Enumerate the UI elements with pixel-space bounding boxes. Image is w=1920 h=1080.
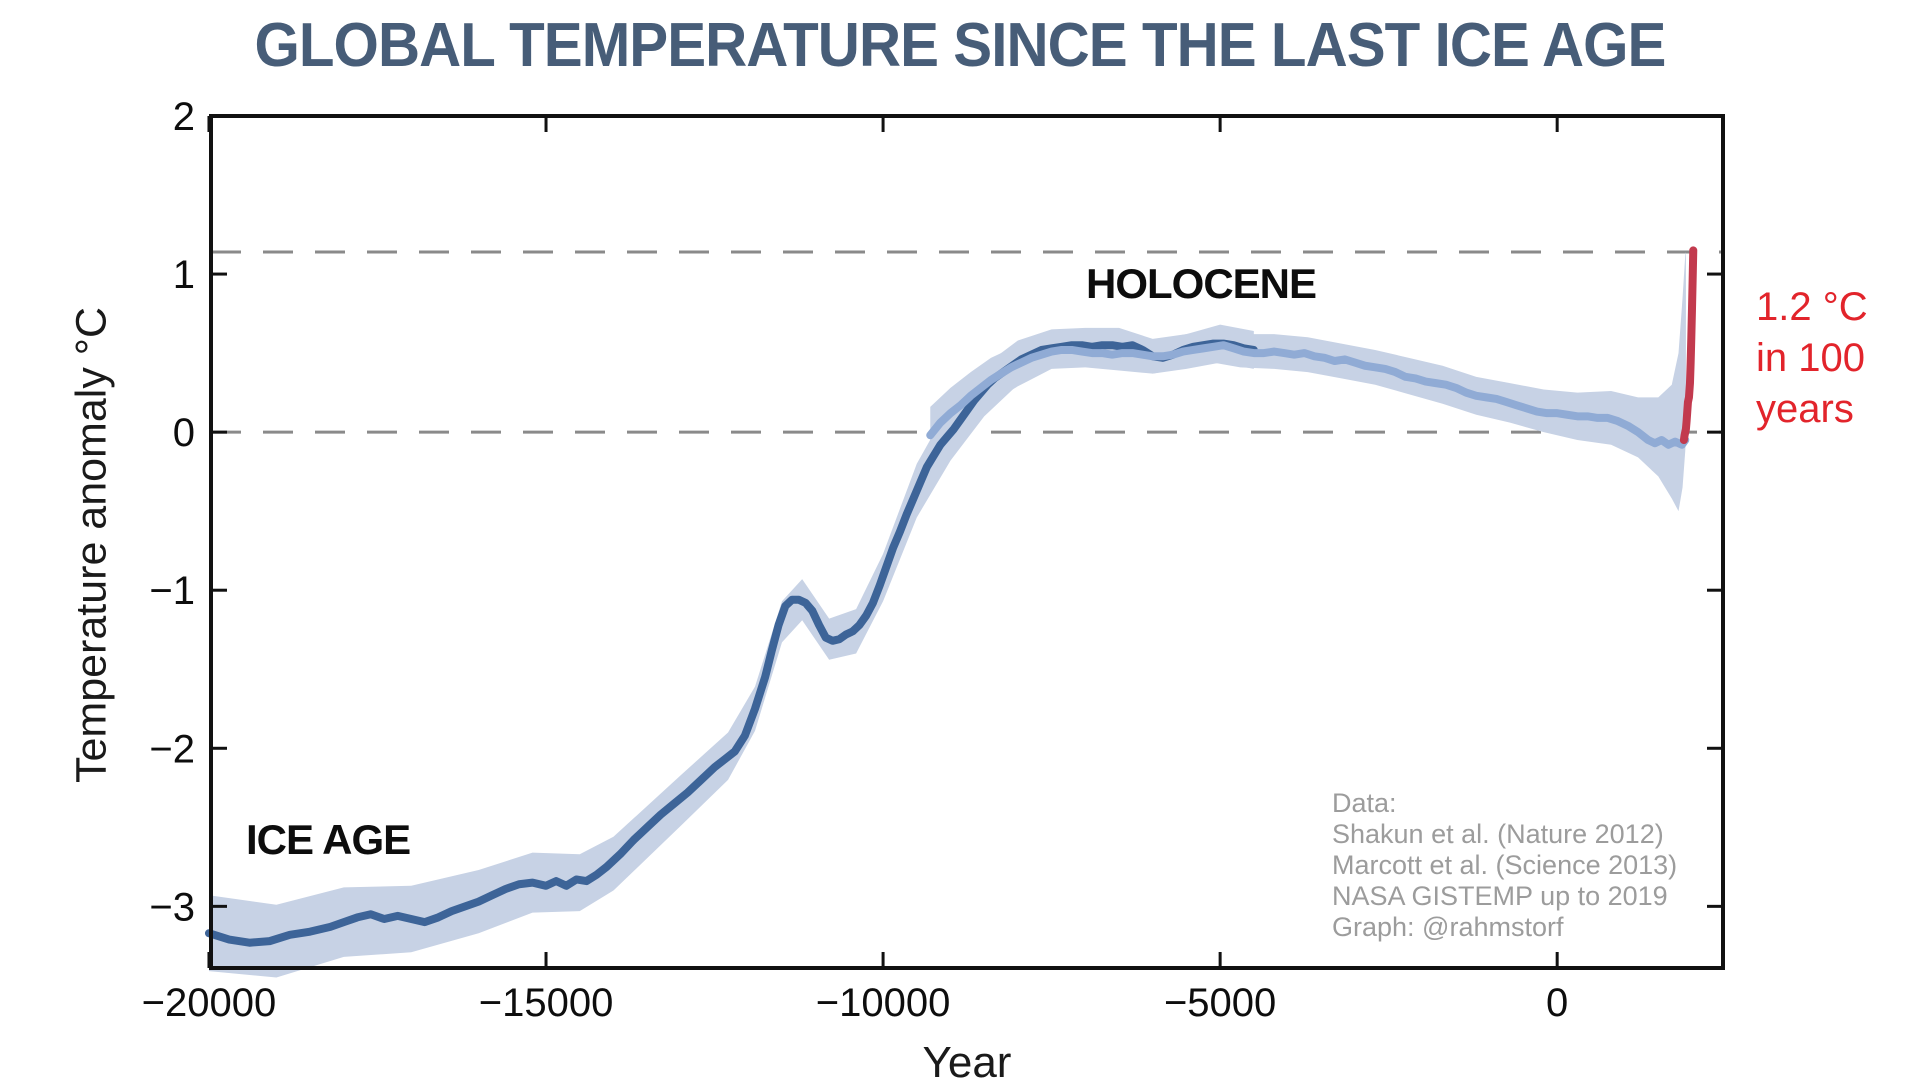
- warming-rate-line-2: in 100: [1756, 336, 1865, 380]
- x-tick-label: −15000: [479, 981, 614, 1025]
- y-tick-label: −3: [149, 885, 195, 929]
- credits-line-gistemp: NASA GISTEMP up to 2019: [1332, 881, 1668, 911]
- x-tick-label: −20000: [142, 981, 277, 1025]
- shakun-uncertainty-band: [208, 324, 1254, 978]
- warming-rate-annotation: 1.2 °C in 100 years: [1756, 282, 1868, 435]
- x-tick-label: −5000: [1164, 981, 1276, 1025]
- series-line-2: [1679, 246, 1698, 445]
- ice-age-annotation: ICE AGE: [246, 816, 411, 863]
- x-tick-label: −10000: [816, 981, 951, 1025]
- y-tick-label: 1: [173, 253, 195, 297]
- credits-line-data: Data:: [1332, 788, 1397, 818]
- warming-rate-line-3: years: [1756, 387, 1854, 431]
- y-tick-label: −1: [149, 569, 195, 613]
- y-tick-label: 2: [173, 95, 195, 139]
- y-tick-label: −2: [149, 727, 195, 771]
- x-axis-label: Year: [922, 1038, 1012, 1080]
- credits-line-marcott: Marcott et al. (Science 2013): [1332, 850, 1678, 880]
- data-credits: Data: Shakun et al. (Nature 2012) Marcot…: [1332, 788, 1677, 943]
- warming-rate-line-1: 1.2 °C: [1756, 285, 1868, 329]
- credits-line-shakun: Shakun et al. (Nature 2012): [1332, 819, 1664, 849]
- series-line-1: [926, 341, 1690, 449]
- x-tick-label: 0: [1546, 981, 1568, 1025]
- credits-line-author: Graph: @rahmstorf: [1332, 912, 1564, 942]
- chart-title: GLOBAL TEMPERATURE SINCE THE LAST ICE AG…: [254, 11, 1667, 80]
- y-tick-label: 0: [173, 411, 195, 455]
- plot-frame: [209, 114, 1725, 970]
- series-line-0: [204, 339, 1258, 947]
- holocene-annotation: HOLOCENE: [1086, 260, 1317, 307]
